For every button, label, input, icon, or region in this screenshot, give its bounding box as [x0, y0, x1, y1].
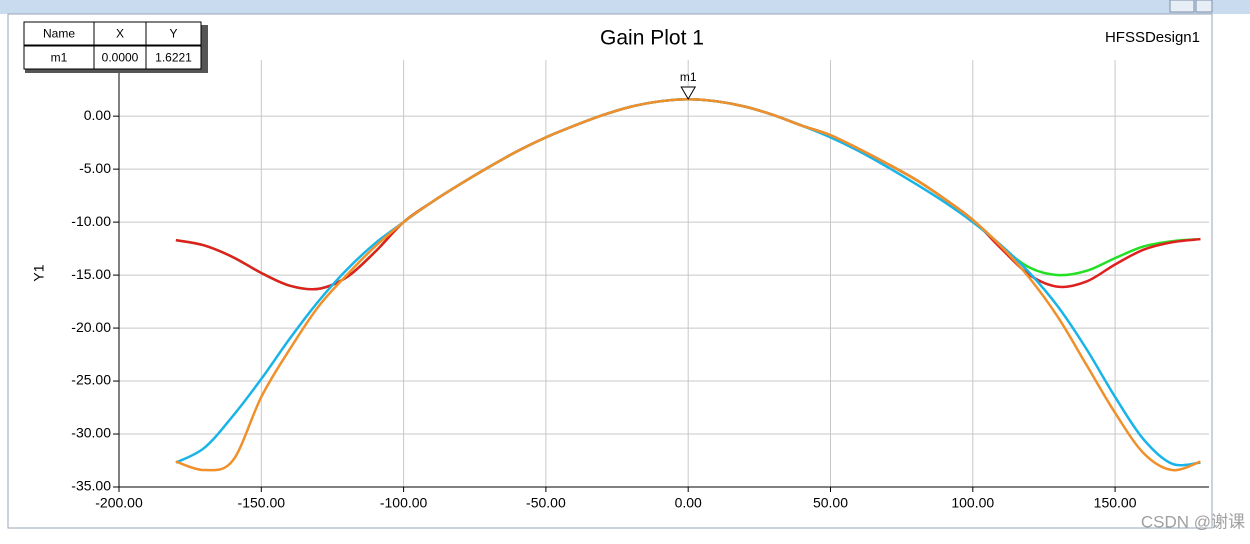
- window-button[interactable]: [1169, 0, 1195, 13]
- x-tick-label: 50.00: [813, 495, 848, 511]
- y-tick-label: -15.00: [71, 266, 111, 282]
- window-button[interactable]: [1195, 0, 1213, 13]
- y-tick-label: -20.00: [71, 319, 111, 335]
- marker: [680, 86, 697, 100]
- chart-title: Gain Plot 1: [600, 27, 704, 50]
- table-cell: [145, 45, 202, 70]
- x-tick-label: -150.00: [238, 495, 286, 511]
- table-header: X: [116, 27, 124, 41]
- design-name: HFSSDesign1: [1105, 29, 1200, 46]
- y-tick-label: -5.00: [79, 160, 111, 176]
- y-axis-label: Y1: [31, 264, 47, 281]
- title-bar: [0, 0, 1250, 14]
- table-header: Name: [43, 27, 75, 41]
- table-cell: [145, 21, 202, 46]
- x-tick-label: 100.00: [951, 495, 994, 511]
- table-value: m1: [51, 51, 68, 65]
- table-value: 0.0000: [102, 51, 139, 65]
- x-tick-label: -200.00: [95, 495, 143, 511]
- y-tick-label: -30.00: [71, 425, 111, 441]
- x-tick-label: -50.00: [526, 495, 566, 511]
- x-tick-label: 150.00: [1094, 495, 1137, 511]
- table-header: Y: [169, 27, 177, 41]
- x-tick-label: -100.00: [380, 495, 428, 511]
- table-value: 1.6221: [155, 51, 192, 65]
- watermark: CSDN @谢课: [1141, 512, 1245, 531]
- x-tick-label: 0.00: [675, 495, 702, 511]
- y-tick-label: -25.00: [71, 372, 111, 388]
- marker-label: m1: [680, 70, 697, 84]
- y-tick-label: 0.00: [84, 107, 111, 123]
- y-tick-label: -10.00: [71, 213, 111, 229]
- y-tick-label: -35.00: [71, 478, 111, 494]
